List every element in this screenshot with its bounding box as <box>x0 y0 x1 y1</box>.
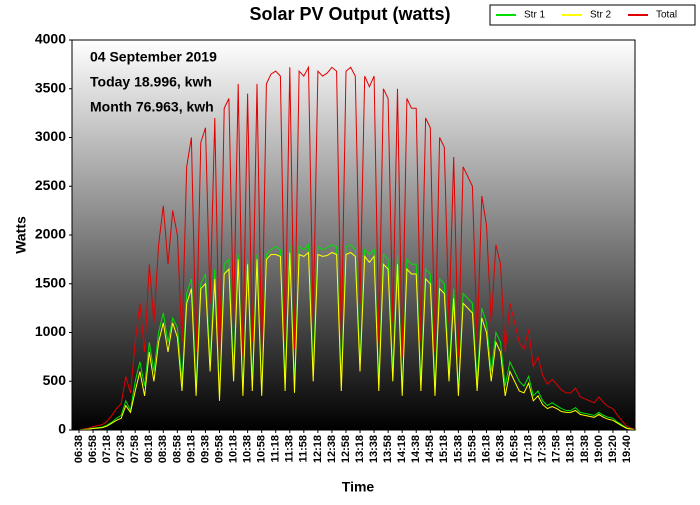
x-tick-label: 16:58 <box>508 435 520 463</box>
x-tick-label: 19:40 <box>621 435 633 463</box>
series-line <box>78 251 637 431</box>
legend-box <box>489 4 696 26</box>
y-tick-label: 1000 <box>35 323 66 339</box>
legend-label: Total <box>656 10 677 21</box>
y-tick-label: 3500 <box>35 79 66 95</box>
y-tick-label: 4000 <box>35 31 66 47</box>
x-tick-label: 08:38 <box>157 435 169 463</box>
x-tick-label: 17:18 <box>523 435 535 463</box>
x-tick-label: 13:18 <box>354 435 366 463</box>
x-tick-label: 09:18 <box>185 435 197 463</box>
x-tick-label: 17:38 <box>537 435 549 463</box>
x-tick-label: 16:38 <box>494 435 506 463</box>
x-tick-label: 11:38 <box>284 435 296 463</box>
x-tick-label: 08:58 <box>171 435 183 463</box>
x-tick-label: 12:38 <box>326 435 338 463</box>
y-tick-label: 3000 <box>35 128 66 144</box>
annotation: Today 18.996, kwh <box>90 74 212 90</box>
x-axis-label: Time <box>342 479 375 495</box>
x-tick-label: 15:58 <box>466 435 478 463</box>
series-line <box>78 65 637 431</box>
x-tick-label: 18:18 <box>565 435 577 463</box>
x-tick-label: 07:38 <box>115 435 127 463</box>
x-tick-label: 15:38 <box>452 435 464 463</box>
x-tick-label: 14:58 <box>424 435 436 463</box>
plot-frame <box>71 39 636 431</box>
x-tick-label: 11:18 <box>270 435 282 463</box>
legend-label: Str 2 <box>590 10 612 21</box>
x-tick-label: 10:58 <box>256 435 268 463</box>
x-tick-label: 07:18 <box>101 435 113 463</box>
y-tick-label: 1500 <box>35 274 66 290</box>
x-tick-label: 13:58 <box>382 435 394 463</box>
x-tick-label: 07:58 <box>129 435 141 463</box>
x-tick-label: 15:18 <box>438 435 450 463</box>
y-tick-label: 0 <box>58 421 66 437</box>
x-tick-label: 11:58 <box>298 435 310 463</box>
x-tick-label: 14:18 <box>396 435 408 463</box>
x-tick-label: 17:58 <box>551 435 563 463</box>
x-tick-label: 10:38 <box>242 435 254 463</box>
x-tick-label: 06:38 <box>73 435 85 463</box>
x-tick-label: 16:18 <box>480 435 492 463</box>
legend-label: Str 1 <box>524 10 546 21</box>
y-tick-label: 2000 <box>35 226 66 242</box>
annotation: 04 September 2019 <box>90 49 217 65</box>
x-tick-label: 10:18 <box>227 435 239 463</box>
x-tick-label: 19:00 <box>593 435 605 463</box>
x-tick-label: 12:58 <box>340 435 352 463</box>
x-tick-label: 14:38 <box>410 435 422 463</box>
y-tick-label: 500 <box>43 372 67 388</box>
x-tick-label: 09:38 <box>199 435 211 463</box>
y-axis-label: Watts <box>13 216 29 254</box>
x-tick-label: 08:18 <box>143 435 155 463</box>
x-tick-label: 19:20 <box>607 435 619 463</box>
x-tick-label: 13:38 <box>368 435 380 463</box>
chart-title: Solar PV Output (watts) <box>249 4 450 24</box>
y-tick-label: 2500 <box>35 177 66 193</box>
annotation: Month 76.963, kwh <box>90 99 214 115</box>
x-tick-label: 12:18 <box>312 435 324 463</box>
x-tick-label: 06:58 <box>87 435 99 463</box>
x-tick-label: 09:58 <box>213 435 225 463</box>
x-tick-label: 18:38 <box>579 435 591 463</box>
